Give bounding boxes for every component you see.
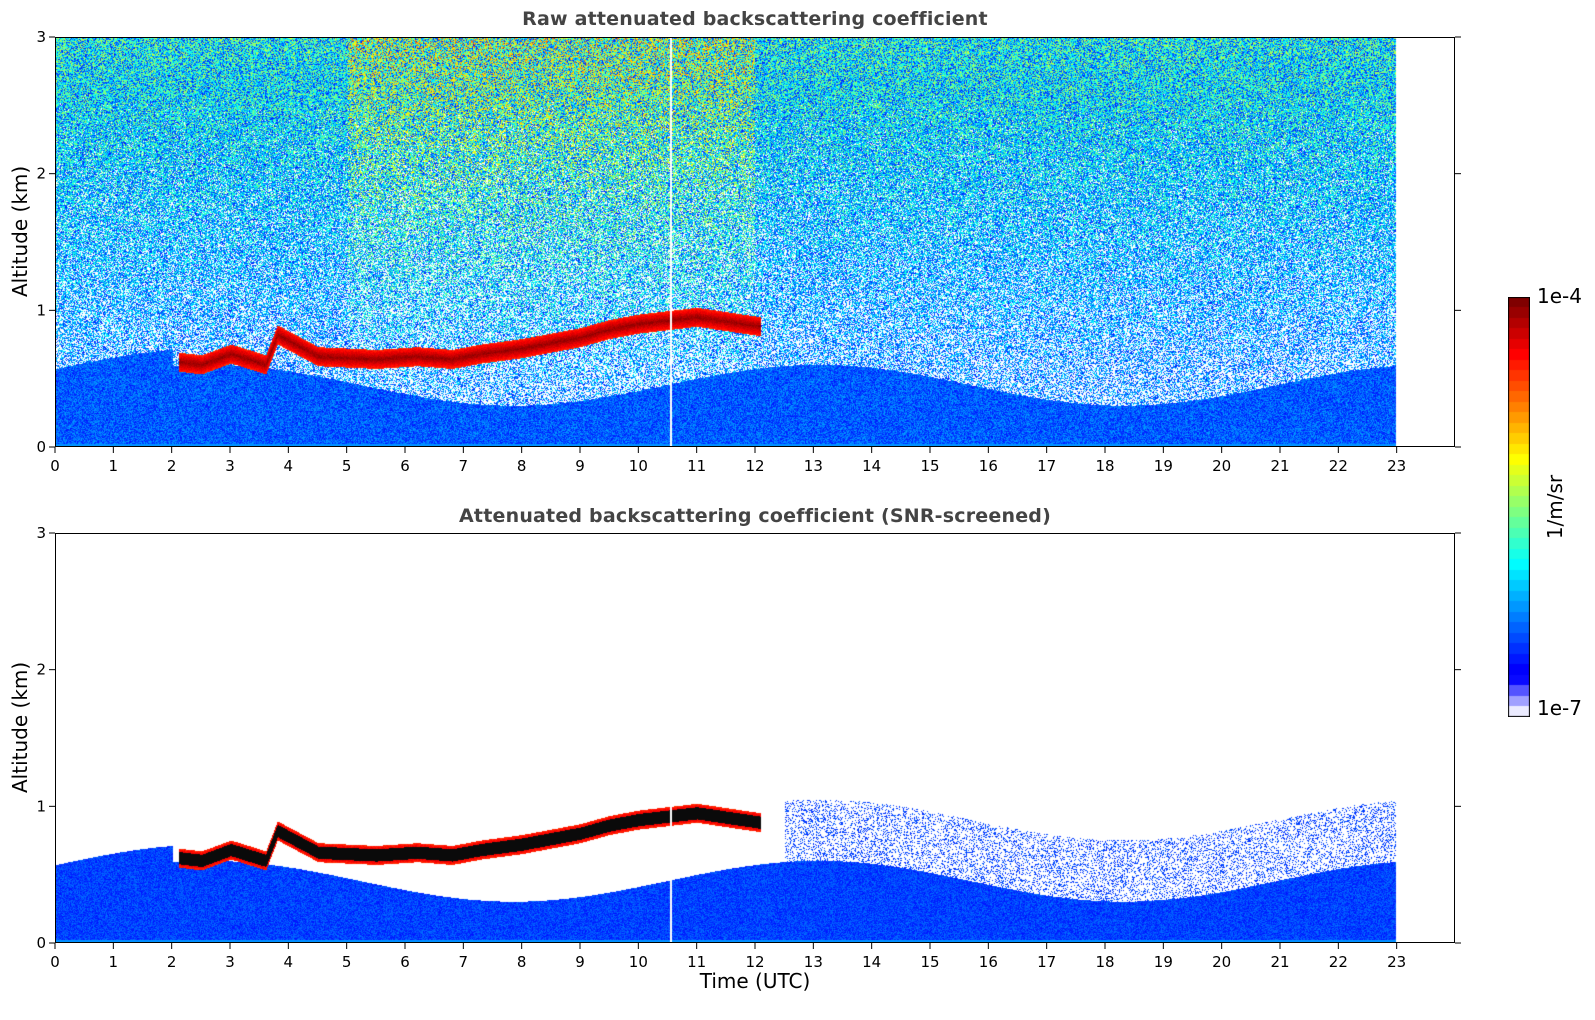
x-tick-label: 16	[979, 457, 998, 475]
x-tick-label: 14	[862, 953, 881, 971]
x-tick-label: 22	[1329, 953, 1348, 971]
x-tick-label: 4	[284, 953, 294, 971]
colorbar-min-label: 1e-7	[1537, 696, 1582, 720]
bottom-panel-plot	[55, 533, 1455, 943]
y-tick-label: 3	[36, 524, 46, 542]
top-panel-heatmap	[56, 38, 1454, 446]
y-tick-label: 2	[36, 165, 46, 183]
x-tick-label: 5	[342, 953, 352, 971]
x-tick-label: 11	[687, 953, 706, 971]
y-tick-label: 1	[36, 797, 46, 815]
x-tick-label: 9	[575, 457, 585, 475]
x-tick-label: 10	[629, 953, 648, 971]
x-tick-label: 23	[1387, 953, 1406, 971]
x-tick-label: 5	[342, 457, 352, 475]
x-tick-label: 14	[862, 457, 881, 475]
x-tick-label: 10	[629, 457, 648, 475]
y-tick-label: 1	[36, 301, 46, 319]
x-tick-label: 21	[1270, 457, 1289, 475]
x-tick-label: 2	[167, 953, 177, 971]
x-tick-label: 22	[1329, 457, 1348, 475]
bottom-panel-title: Attenuated backscattering coefficient (S…	[459, 505, 1051, 527]
x-tick-label: 16	[979, 953, 998, 971]
y-tick-label: 3	[36, 28, 46, 46]
x-tick-label: 8	[517, 953, 527, 971]
x-tick-label: 23	[1387, 457, 1406, 475]
x-tick-label: 3	[225, 953, 235, 971]
top-panel-title: Raw attenuated backscattering coefficien…	[522, 8, 988, 30]
x-tick-label: 18	[1095, 953, 1114, 971]
x-tick-label: 15	[920, 457, 939, 475]
x-tick-label: 7	[459, 457, 469, 475]
x-tick-label: 13	[804, 953, 823, 971]
y-tick-label: 2	[36, 661, 46, 679]
x-tick-label: 20	[1212, 953, 1231, 971]
x-tick-label: 12	[745, 953, 764, 971]
colorbar	[1508, 297, 1530, 717]
x-tick-label: 15	[920, 953, 939, 971]
x-tick-label: 17	[1037, 953, 1056, 971]
x-tick-label: 11	[687, 457, 706, 475]
x-tick-label: 9	[575, 953, 585, 971]
x-tick-label: 20	[1212, 457, 1231, 475]
x-tick-label: 0	[50, 953, 60, 971]
x-tick-label: 21	[1270, 953, 1289, 971]
x-tick-label: 0	[50, 457, 60, 475]
bottom-panel-heatmap	[56, 534, 1454, 942]
x-tick-label: 2	[167, 457, 177, 475]
bottom-panel-xlabel: Time (UTC)	[699, 969, 811, 993]
x-tick-label: 1	[109, 457, 119, 475]
colorbar-unit-label: 1/m/sr	[1543, 474, 1567, 540]
x-tick-label: 3	[225, 457, 235, 475]
x-tick-label: 17	[1037, 457, 1056, 475]
x-tick-label: 19	[1154, 953, 1173, 971]
x-tick-label: 6	[400, 457, 410, 475]
x-tick-label: 7	[459, 953, 469, 971]
x-tick-label: 12	[745, 457, 764, 475]
x-tick-label: 13	[804, 457, 823, 475]
y-tick-label: 0	[36, 438, 46, 456]
x-tick-label: 19	[1154, 457, 1173, 475]
bottom-panel-ylabel: Altitude (km)	[8, 661, 32, 793]
x-tick-label: 8	[517, 457, 527, 475]
colorbar-max-label: 1e-4	[1537, 284, 1582, 308]
x-tick-label: 18	[1095, 457, 1114, 475]
y-tick-label: 0	[36, 934, 46, 952]
x-tick-label: 6	[400, 953, 410, 971]
x-tick-label: 4	[284, 457, 294, 475]
x-tick-label: 1	[109, 953, 119, 971]
top-panel-plot	[55, 37, 1455, 447]
